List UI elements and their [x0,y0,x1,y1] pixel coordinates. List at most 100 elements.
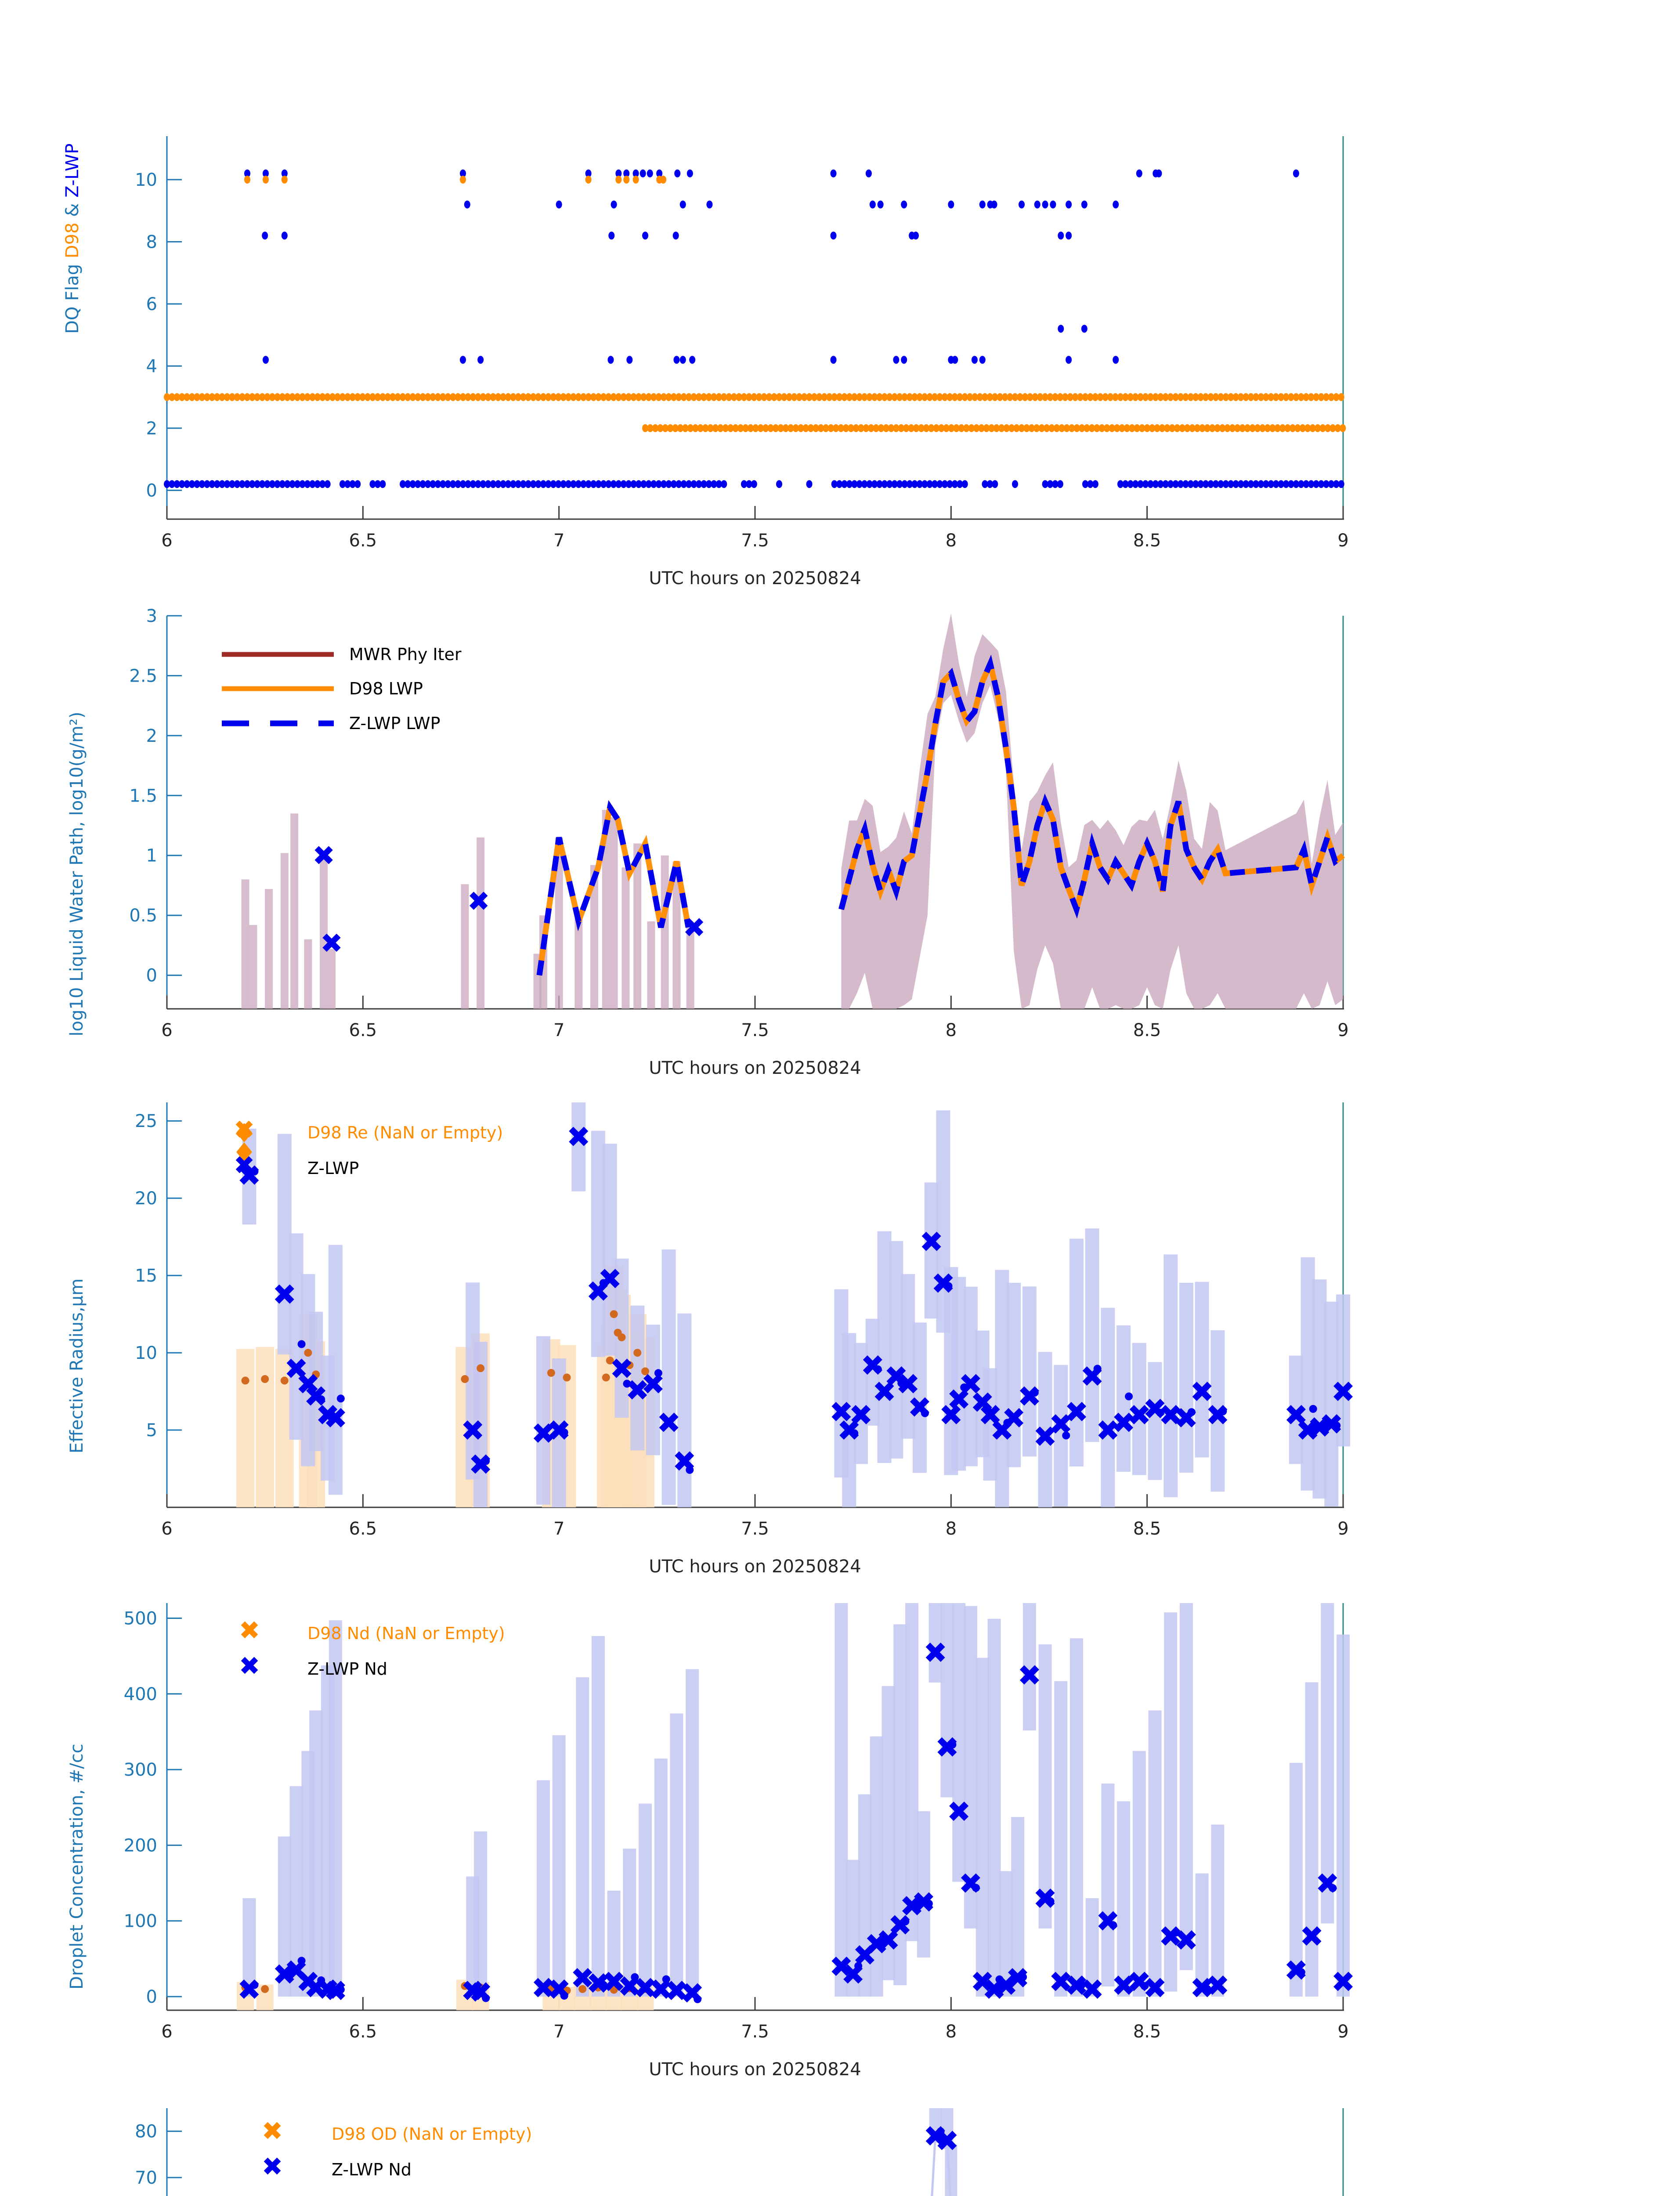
data-point [846,480,853,488]
data-point [1313,480,1319,488]
data-point [239,480,246,488]
data-point [757,424,764,432]
data-point [881,393,888,401]
data-point [893,356,900,364]
data-point [1244,424,1251,432]
data-point [1102,393,1109,401]
data-point [262,176,269,184]
data-point-secondary [631,1973,639,1981]
y-tick-label: 2.5 [129,666,157,686]
data-marker-zlwp: ✖ [468,1448,492,1481]
data-point [947,393,953,401]
data-marker-zlwp: ✖ [841,1958,865,1991]
data-marker-zlwp: ✖ [1033,1882,1057,1916]
data-point [1044,424,1050,432]
data-point [786,393,792,401]
data-point [1207,393,1214,401]
uncertainty-band-zlwp [646,1325,660,1456]
x-tick-label: 8.5 [1133,531,1161,551]
data-marker-zlwp: ✖ [872,1375,896,1409]
data-point [1017,393,1023,401]
uncertainty-band [672,861,681,1009]
data-point [1222,393,1229,401]
data-point [1248,480,1254,488]
data-point [1174,424,1181,432]
data-point [1122,480,1129,488]
data-point [717,424,724,432]
data-point [1139,424,1145,432]
y-ticks-optical-depth: 01020304050607080 [135,2122,182,2188]
data-point [690,480,697,488]
uncertainty-band-zlwp [1007,1282,1021,1467]
data-point [1323,393,1330,401]
data-point [721,393,727,401]
data-point [1117,480,1124,488]
data-point [605,480,612,488]
data-point [1112,393,1119,401]
uncertainty-band-zlwp [1069,1239,1084,1466]
data-point [830,231,837,240]
data-point [1136,169,1142,177]
data-point [590,393,597,401]
uncertainty-band-zlwp [929,2108,942,2143]
panel-optical-depth: Optical Depth 01020304050607080 66.577.5… [0,2091,1680,2196]
data-point [901,200,907,209]
data-point [480,393,486,401]
data-point [883,424,889,432]
data-series-optical-depth: ✖✖✖✖✖✖✖✖✖✖✖✖✖✖✖✖✖✖✖✖✖✖✖✖✖✖✖✖✖✖✖✖✖✖✖✖✖✖✖✖… [923,2108,963,2196]
uncertainty-band-zlwp [1101,1783,1115,1987]
uncertainty-band-zlwp [1324,1301,1339,1506]
uncertainty-band [280,853,289,1009]
uncertainty-band-zlwp [552,1735,566,1997]
data-point-secondary [995,1975,1004,1983]
data-point [951,480,958,488]
data-point [878,424,885,432]
y-axis-label-droplet-concentration: Droplet Concentration, #/cc [67,1744,87,1990]
data-point [1084,424,1090,432]
line-zlwp-lwp [838,654,1345,919]
data-point [359,393,366,401]
data-point [1162,393,1169,401]
data-point [831,393,838,401]
data-marker-zlwp: ✖ [1064,1969,1088,2003]
data-point [689,356,696,364]
uncertainty-band [602,810,610,1009]
data-point [647,169,653,177]
x-tick-label: 8 [946,1519,957,1539]
uncertainty-band-zlwp [1289,1355,1303,1464]
data-point [798,424,804,432]
uncertainty-band-zlwp [677,1313,692,1507]
data-point [1003,424,1010,432]
uncertainty-band-zlwp [1164,1612,1178,1992]
data-point [1008,424,1015,432]
uncertainty-band-zlwp [536,1780,550,1997]
uncertainty-band [610,817,618,1009]
data-point [470,393,476,401]
data-point [1213,480,1219,488]
legend-effective-radius: ✖ D98 Re (NaN or Empty) ✖ Z-LWP [234,1115,503,1180]
data-point [1333,480,1340,488]
data-point [575,480,582,488]
data-point [1097,393,1104,401]
data-point [665,393,672,401]
data-point [1052,393,1059,401]
data-marker-zlwp: ✖ [1190,1375,1214,1409]
uncertainty-band [633,843,642,1009]
uncertainty-band-zlwp [654,1758,668,1997]
data-point [672,231,679,240]
x-tick-label: 9 [1337,1020,1348,1040]
data-point [1028,424,1035,432]
data-point [244,176,250,184]
data-marker: ✖ [312,840,335,872]
y-ticks-effective-radius: 5 10 15 20 25 [135,1111,182,1441]
data-point [1012,480,1019,488]
data-point-secondary [901,1917,910,1925]
data-point [1042,393,1048,401]
y-tick-label: 500 [124,1608,157,1629]
y-tick-label: 400 [124,1684,157,1705]
data-point [264,393,271,401]
uncertainty-band-zlwp [1132,1751,1146,1997]
data-point [1050,200,1056,209]
data-marker-zlwp: ✖ [896,1367,920,1401]
data-point [898,424,904,432]
